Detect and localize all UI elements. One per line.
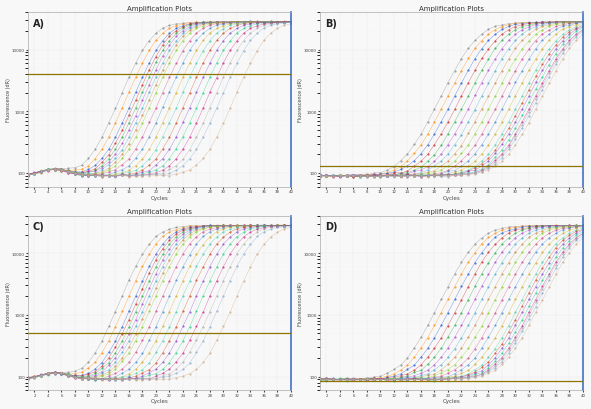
Title: Amplification Plots: Amplification Plots [127,6,192,11]
X-axis label: Cycles: Cycles [151,196,168,200]
X-axis label: Cycles: Cycles [443,398,460,403]
Text: C): C) [33,222,45,231]
Text: B): B) [325,18,337,29]
X-axis label: Cycles: Cycles [443,196,460,200]
Y-axis label: Fluorescence (dR): Fluorescence (dR) [5,281,11,325]
X-axis label: Cycles: Cycles [151,398,168,403]
Y-axis label: Fluorescence (dR): Fluorescence (dR) [298,79,303,122]
Title: Amplification Plots: Amplification Plots [419,6,484,11]
Text: A): A) [33,18,45,29]
Y-axis label: Fluorescence (dR): Fluorescence (dR) [298,281,303,325]
Title: Amplification Plots: Amplification Plots [127,209,192,215]
Text: D): D) [325,222,337,231]
Title: Amplification Plots: Amplification Plots [419,209,484,215]
Y-axis label: Fluorescence (dR): Fluorescence (dR) [5,79,11,122]
